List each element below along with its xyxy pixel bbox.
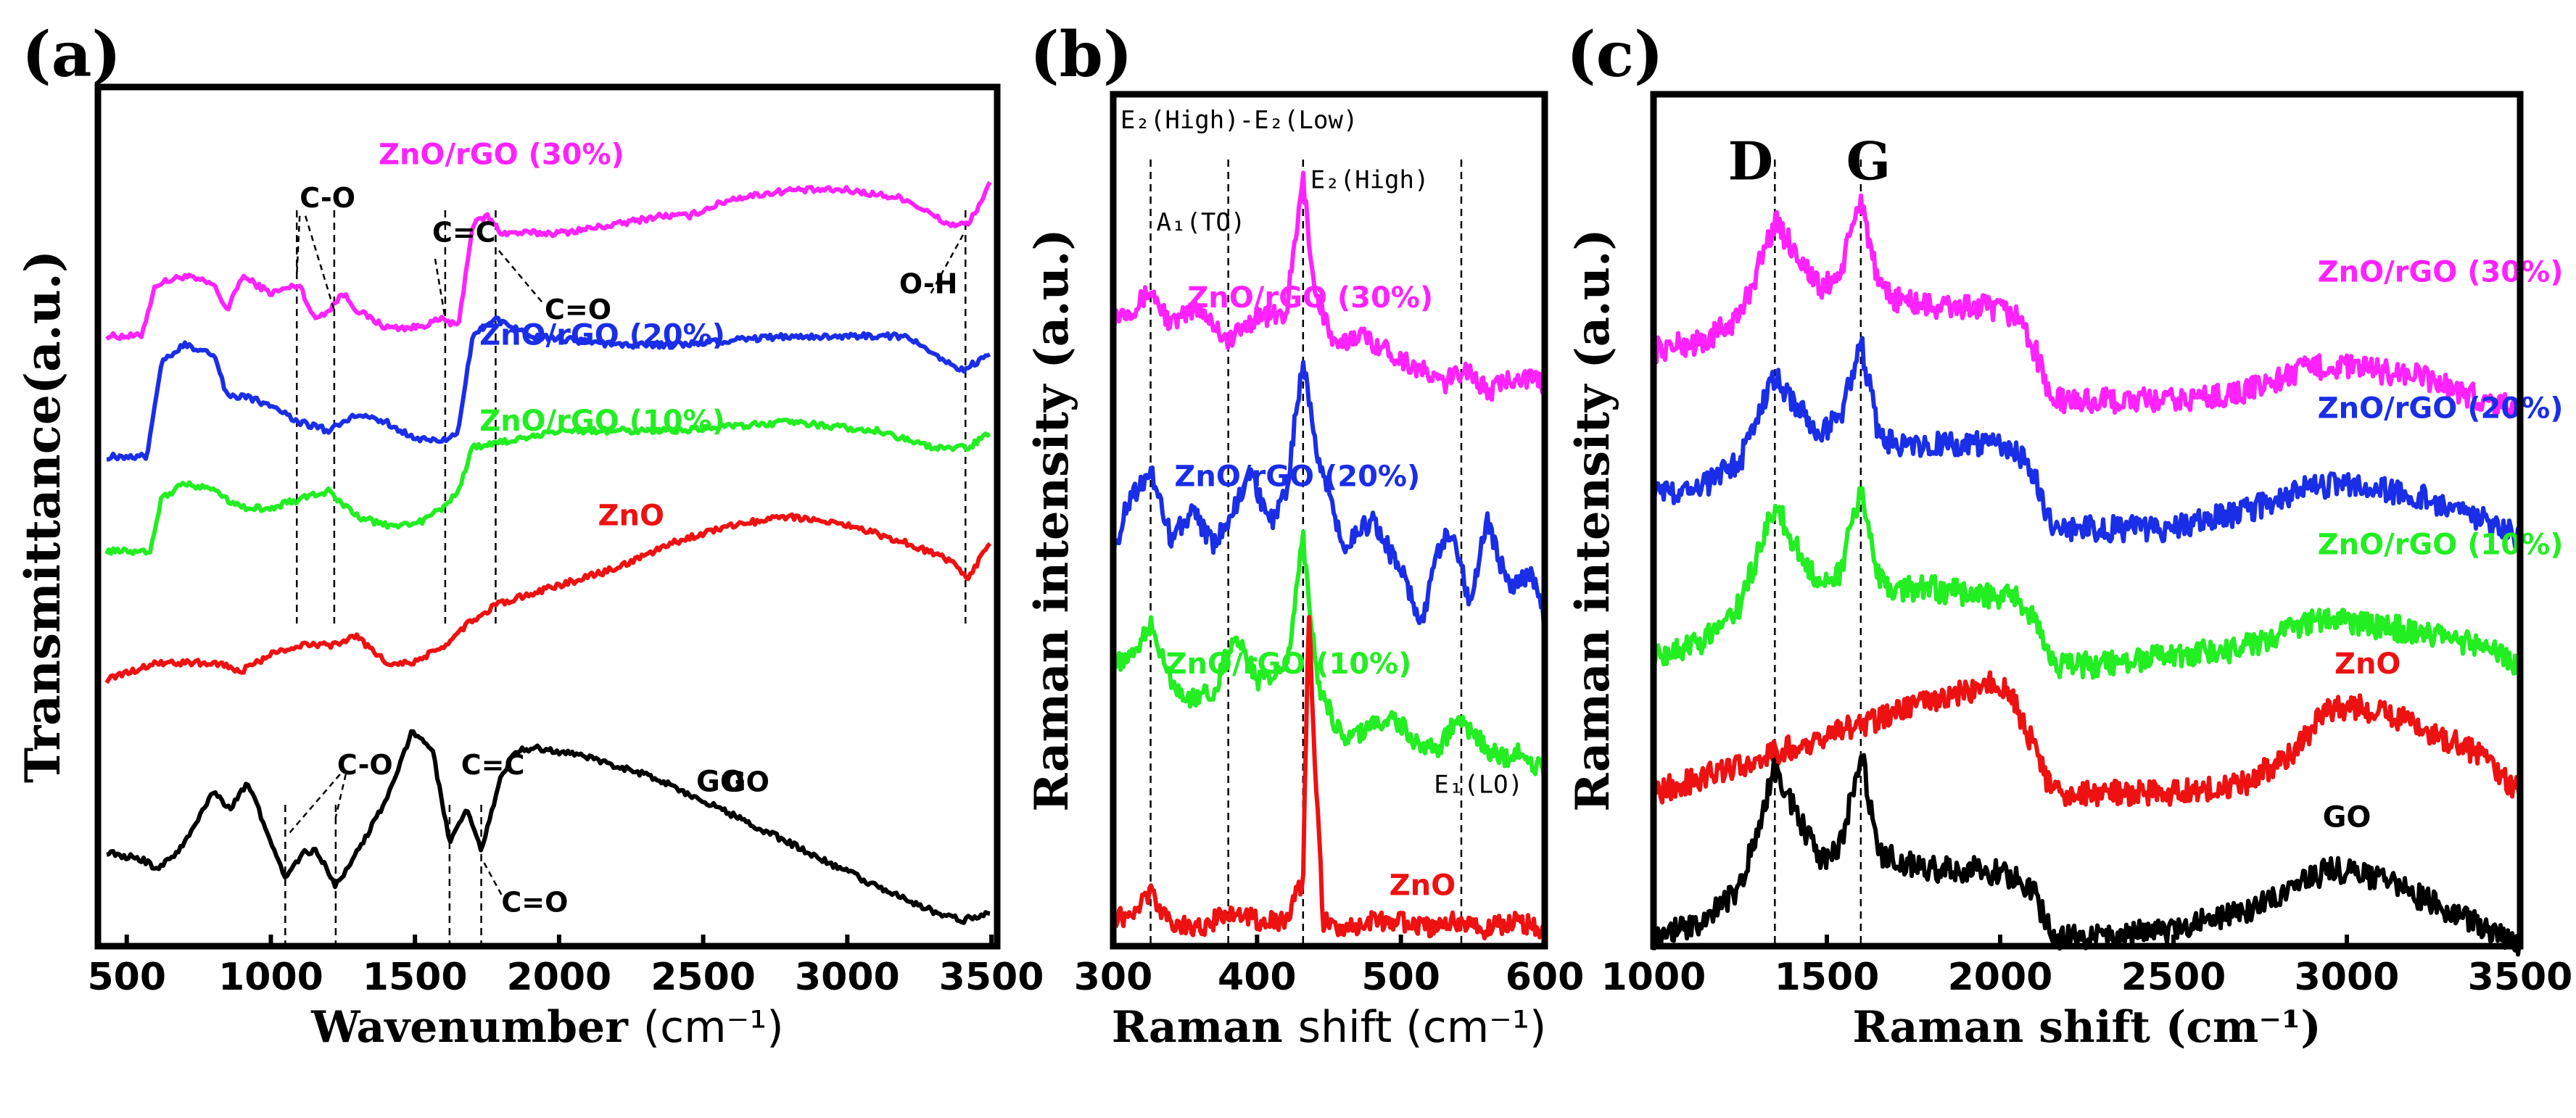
panel-letter: (c) [1566,18,1664,91]
panel-b: (b) ZnO/rGO (30%) ZnO/rGO (20%) ZnO/rGO (10… [1025,18,1584,1053]
x-tick-label: 2000 [507,956,612,999]
leader-line [498,249,543,303]
x-axis-label: Raman shift (cm⁻¹) [1112,1002,1547,1053]
x-tick-label: 3000 [795,956,900,999]
plot-frame [1110,91,1548,950]
y-axis-label: Raman intensity (a.u.) [1566,228,1620,811]
series-line [1651,336,2522,550]
leader-line [930,232,965,294]
panel-a: (a) ZnO/rGO (30%) ZnO/rGO (20%) ZnO/rGO (10… [15,18,1044,1053]
peak-label: D [1728,131,1773,192]
series-label: GO [696,766,745,799]
annotation: A₁(TO) [1157,208,1246,237]
series-line [104,512,992,684]
x-tick-label: 300 [1074,956,1153,999]
leader-line [482,859,503,895]
panel-c: (c) ZnO/rGO (30%) ZnO/rGO (20%) ZnO/rGO (10… [1566,18,2572,1053]
series-label: ZnO/rGO (30%) [1187,281,1433,315]
series-line [1111,360,1546,629]
annotation: C=O [501,887,568,919]
x-tick-label: 500 [87,956,166,999]
panel-letter: (b) [1030,18,1133,91]
x-axis-label: Wavenumber (cm⁻¹) [310,1002,783,1053]
annotation: E₁(LO) [1434,771,1523,800]
x-tick-label: 2500 [2121,956,2226,999]
series-label: ZnO/rGO (30%) [2318,256,2564,289]
plot-frame [1650,91,2524,950]
plot-frame [94,83,1001,950]
series-label: GO [2323,801,2371,835]
series-label: ZnO [1390,869,1456,903]
annotation: E₂(High)-E₂(Low) [1120,106,1358,135]
series-label: ZnO/rGO (10%) [2318,529,2564,562]
series-line [1111,615,1545,940]
series-line [106,315,991,462]
series-line [106,729,991,925]
series-line [104,418,991,556]
series-line [1111,529,1546,779]
annotation: C=O [545,294,611,326]
annotation: O-H [899,268,958,299]
series-label: ZnO/rGO (30%) [379,138,624,172]
x-tick-label: 1500 [1775,956,1880,999]
leader-line [304,215,336,311]
leader-line [287,774,341,835]
x-axis-label: Raman shift (cm⁻¹) [1852,1002,2321,1053]
x-tick-label: 600 [1506,956,1585,999]
series-label: ZnO [598,499,664,532]
series-label: ZnO/rGO (10%) [479,405,725,438]
series-line [1651,670,2522,808]
annotation: C=C [432,216,496,248]
series-label: ZnO [2334,647,2400,681]
x-tick-label: 3500 [2468,956,2573,999]
peak-label: G [1846,131,1891,192]
x-tick-label: 3000 [2295,956,2400,999]
leader-line [434,258,447,320]
x-tick-label: 1000 [1601,956,1706,999]
series-label: ZnO/rGO (10%) [1166,647,1412,681]
y-axis-label: Transmittance(a.u.) [15,250,71,783]
series-line [1111,170,1546,402]
series-line [1651,193,2522,419]
y-axis-label: Raman intensity (a.u.) [1025,228,1079,811]
panel-letter: (a) [22,18,121,91]
x-tick-label: 1500 [363,956,468,999]
x-tick-label: 2000 [1948,956,2053,999]
x-tick-label: 400 [1218,956,1297,999]
annotation: C=C [461,749,525,781]
x-tick-label: 3500 [939,956,1044,999]
series-label: ZnO/rGO (20%) [2318,392,2564,426]
series-label: ZnO/rGO (20%) [479,319,725,352]
annotation: E₂(High) [1310,165,1429,194]
annotation: GO [723,766,769,798]
x-tick-label: 1000 [218,956,323,999]
x-tick-label: 2500 [651,956,756,999]
series-line [105,181,992,341]
series-line [1651,486,2522,680]
annotation: C-O [300,182,355,214]
x-tick-label: 500 [1361,956,1440,999]
leader-line [334,774,347,818]
series-label: ZnO/rGO (20%) [1174,460,1420,494]
